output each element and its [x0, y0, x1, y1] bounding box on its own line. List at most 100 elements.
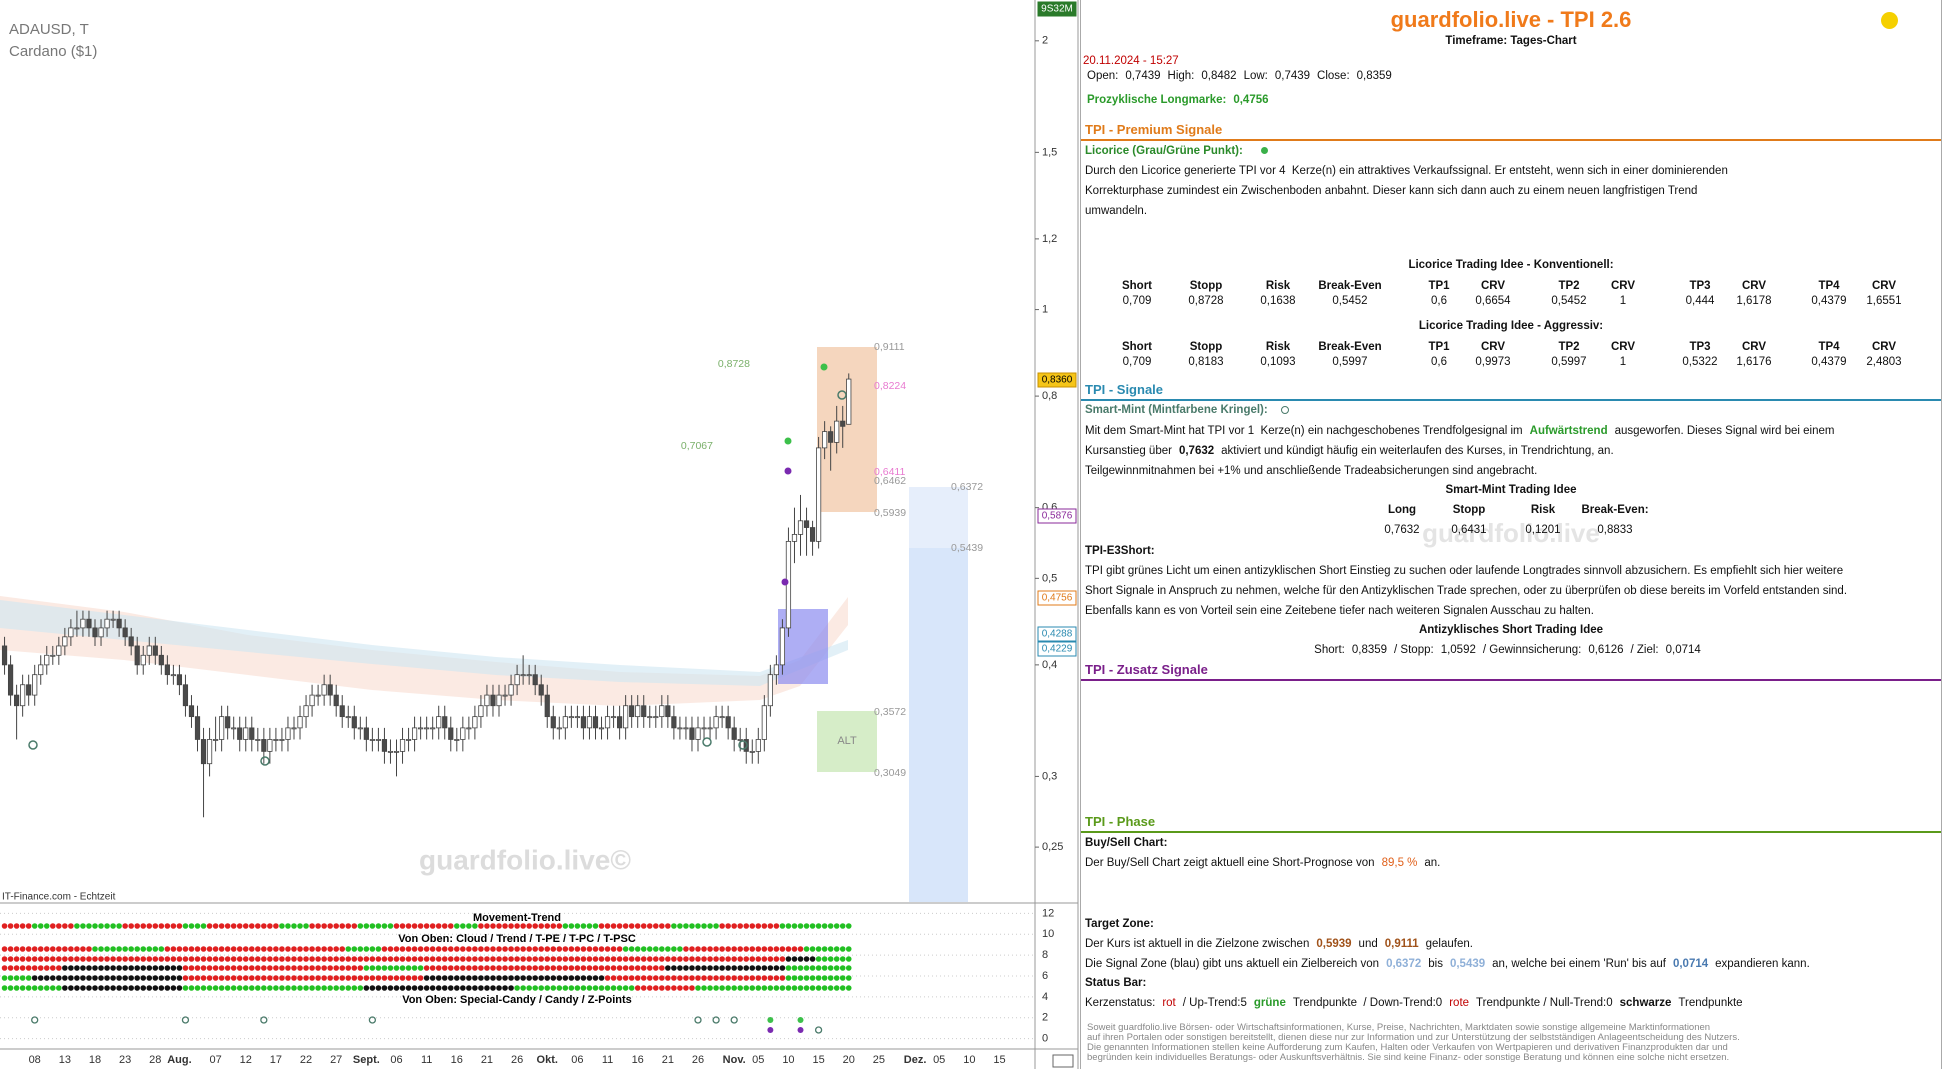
trend-dot: [550, 985, 557, 991]
trend-dot: [797, 965, 804, 971]
trend-dot: [393, 965, 400, 971]
candle-body: [828, 431, 834, 443]
short-idea-part: 0,8359: [1351, 644, 1388, 656]
trend-dot: [182, 975, 189, 981]
trend-dot: [616, 946, 623, 952]
trend-dot: [478, 965, 484, 971]
trend-dot: [345, 946, 352, 952]
trend-dot: [31, 965, 38, 971]
trend-dot: [761, 985, 768, 991]
trend-dot: [556, 975, 563, 981]
table-header: CRV: [1871, 341, 1897, 353]
trend-dot: [839, 985, 846, 991]
trend-dot: [224, 985, 231, 991]
trend-dot: [586, 956, 593, 962]
candle-body: [436, 716, 442, 729]
trend-dot: [526, 975, 532, 981]
trend-dot: [821, 923, 828, 929]
x-tick-label: 06: [571, 1054, 583, 1066]
trend-dot: [242, 985, 249, 991]
trend-dot: [677, 985, 683, 991]
trend-dot: [743, 965, 750, 971]
trend-dot: [104, 975, 110, 981]
trend-dot: [580, 946, 587, 952]
candle-body: [399, 739, 406, 752]
trend-dot: [248, 946, 255, 952]
trend-dot: [315, 975, 321, 981]
trend-dot: [327, 956, 333, 962]
candle-body: [779, 627, 786, 666]
trend-dot: [514, 985, 520, 991]
trend-dot: [170, 956, 177, 962]
trend-dot: [218, 965, 225, 971]
trend-dot: [725, 965, 731, 971]
trend-dot: [628, 956, 635, 962]
trend-dot: [544, 965, 551, 971]
trend-dot: [74, 975, 80, 981]
axis-badge: [1037, 1, 1077, 17]
trend-dot: [345, 965, 352, 971]
trend-dot: [297, 946, 303, 952]
trend-dot: [689, 923, 695, 929]
z-point: [814, 1026, 823, 1034]
candle-body: [231, 727, 237, 730]
trend-dot: [158, 956, 165, 962]
trend-dot: [833, 965, 840, 971]
panel-title: guardfolio.live - TPI 2.6: [1390, 7, 1632, 32]
candle-body: [104, 618, 110, 629]
trend-dot: [568, 923, 575, 929]
candle-body: [683, 727, 689, 730]
trend-dot: [224, 923, 231, 929]
short-idea-part: / Stopp:: [1394, 644, 1434, 656]
trend-dot: [152, 965, 159, 971]
trend-dot: [405, 956, 412, 962]
trend-dot: [230, 985, 237, 991]
table-header: TP1: [1428, 341, 1450, 353]
trend-dot: [62, 946, 68, 952]
trend-dot: [399, 923, 406, 929]
trend-dot: [580, 965, 587, 971]
x-tick-label: 26: [692, 1054, 704, 1066]
trend-dot: [303, 923, 309, 929]
trend-dot: [62, 965, 68, 971]
trend-dot: [677, 923, 683, 929]
indicator-label: Von Oben: Cloud / Trend / T-PE / T-PC / …: [398, 933, 636, 945]
trend-dot: [345, 956, 352, 962]
trend-dot: [56, 985, 62, 991]
candle-body: [653, 716, 659, 719]
candy-dot: [797, 1017, 804, 1023]
trend-dot: [393, 985, 400, 991]
trend-dot: [68, 923, 74, 929]
trend-dot: [417, 985, 424, 991]
trend-dot: [62, 956, 68, 962]
trend-dot: [104, 946, 110, 952]
trend-dot: [514, 956, 520, 962]
paragraph-part: 0,9111: [1384, 938, 1419, 950]
candle-body: [586, 716, 593, 729]
table-title: Smart-Mint Trading Idee: [1445, 484, 1577, 496]
trend-dot: [707, 965, 713, 971]
trend-dot: [405, 923, 412, 929]
axis-badge: [1037, 626, 1077, 642]
candle-body: [14, 694, 20, 707]
trend-dot: [502, 923, 508, 929]
trend-dot: [484, 946, 490, 952]
trend-dot: [381, 923, 388, 929]
trend-dot: [381, 975, 388, 981]
trend-dot: [92, 946, 98, 952]
trend-dot: [833, 956, 840, 962]
trend-dot: [122, 965, 128, 971]
trend-dot: [737, 985, 744, 991]
trend-dot: [472, 975, 478, 981]
trend-dot: [170, 975, 177, 981]
table-header: TP2: [1558, 341, 1580, 353]
trend-dot: [797, 985, 804, 991]
trend-dot: [767, 985, 774, 991]
trend-dot: [393, 956, 400, 962]
paragraph-part: an.: [1424, 857, 1441, 869]
ohlc-part: Close:: [1317, 70, 1350, 82]
table-header: TP2: [1558, 280, 1580, 292]
table-header: Stopp: [1189, 341, 1223, 353]
trend-dot: [568, 956, 575, 962]
paragraph-part: 0,6372: [1386, 958, 1422, 970]
